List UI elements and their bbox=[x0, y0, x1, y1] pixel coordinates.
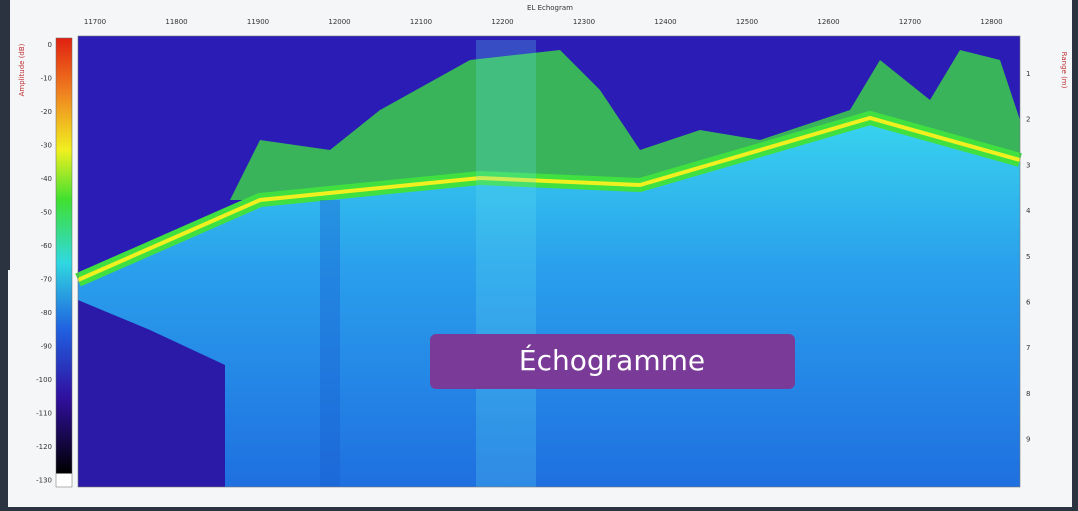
x-tick-label: 12700 bbox=[899, 18, 921, 26]
x-tick-label: 12400 bbox=[654, 18, 676, 26]
frame bbox=[0, 0, 10, 270]
x-tick-label: 12600 bbox=[817, 18, 839, 26]
chart-title: EL Echogram bbox=[527, 4, 573, 12]
range-tick-label: 7 bbox=[1026, 344, 1030, 352]
colorbar-tick-label: -10 bbox=[41, 75, 52, 83]
x-tick-label: 12500 bbox=[736, 18, 758, 26]
range-tick-label: 6 bbox=[1026, 299, 1031, 307]
colorbar-tick-label: -120 bbox=[36, 443, 52, 451]
range-tick-label: 3 bbox=[1026, 161, 1030, 169]
screenshot: EL Echogram Amplitude (dB) Range (m) 117… bbox=[0, 0, 1078, 507]
colorbar-tick-label: -50 bbox=[41, 209, 52, 217]
range-tick-label: 8 bbox=[1026, 390, 1030, 398]
x-tick-label: 11800 bbox=[165, 18, 187, 26]
stripe bbox=[476, 40, 536, 487]
range-tick-label: 4 bbox=[1026, 207, 1031, 215]
x-tick-label: 12100 bbox=[410, 18, 432, 26]
colorbar-tick-label: -80 bbox=[41, 309, 52, 317]
colorbar-tick-label: -60 bbox=[41, 242, 52, 250]
overlay-label: Échogramme bbox=[519, 343, 705, 377]
page: EL Echogram Amplitude (dB) Range (m) 117… bbox=[0, 0, 1078, 507]
x-tick-label: 11900 bbox=[247, 18, 269, 26]
colorbar-tick-label: -20 bbox=[41, 108, 52, 116]
x-tick-label: 12300 bbox=[573, 18, 595, 26]
left-axis-label: Amplitude (dB) bbox=[18, 43, 26, 96]
colorbar-tick-label: -100 bbox=[36, 376, 52, 384]
colorbar-tick-label: -30 bbox=[41, 142, 52, 150]
right-axis-label: Range (m) bbox=[1060, 52, 1068, 89]
range-tick-label: 2 bbox=[1026, 116, 1030, 124]
colorbar-tick-label: -40 bbox=[41, 175, 52, 183]
x-tick-label: 12000 bbox=[328, 18, 350, 26]
colorbar-tick-label: 0 bbox=[48, 41, 52, 49]
range-tick-label: 1 bbox=[1026, 70, 1030, 78]
colorbar-tick-label: -110 bbox=[36, 410, 52, 418]
stripe bbox=[320, 200, 340, 487]
echogram bbox=[78, 36, 1020, 487]
colorbar-tick-label: -70 bbox=[41, 276, 52, 284]
range-tick-label: 5 bbox=[1026, 253, 1030, 261]
x-tick-label: 12800 bbox=[980, 18, 1002, 26]
colorbar bbox=[56, 38, 72, 487]
x-tick-label: 12200 bbox=[491, 18, 513, 26]
colorbar-tick-label: -130 bbox=[36, 477, 52, 485]
colorbar-tick-label: -90 bbox=[41, 343, 52, 351]
range-tick-label: 9 bbox=[1026, 436, 1030, 444]
x-tick-label: 11700 bbox=[84, 18, 106, 26]
